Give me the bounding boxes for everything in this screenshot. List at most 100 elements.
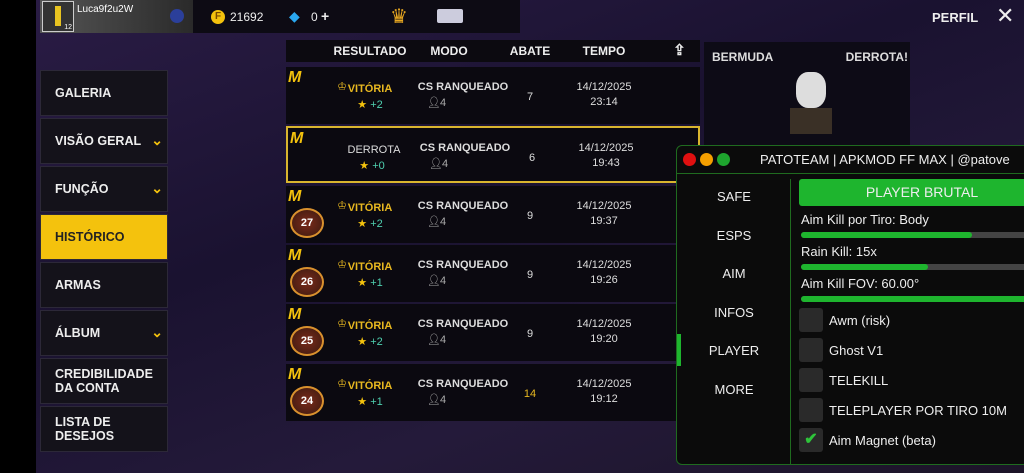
- kills: 6: [528, 152, 536, 165]
- mode-logo-icon: M: [288, 187, 302, 205]
- sidebar-item-0[interactable]: GALERIA: [40, 70, 168, 116]
- players: 4: [440, 97, 447, 109]
- mode-logo-icon: M: [288, 306, 302, 324]
- slider-label: Aim Kill por Tiro: Body: [801, 212, 929, 227]
- star-icon: ★: [359, 160, 370, 173]
- chevron-down-icon[interactable]: ⌄: [151, 132, 163, 148]
- table-row[interactable]: M 27 ♔ VITÓRIA ★ +2 CS RANQUEADO 👤︎ 4 9 …: [286, 185, 700, 243]
- sidebar-item-label: ARMAS: [55, 278, 101, 292]
- mod-menu-title: PATOTEAM | APKMOD FF MAX | @patove: [760, 152, 1010, 167]
- checkmark-icon[interactable]: ✔: [799, 428, 823, 452]
- date: 14/12/2025: [576, 377, 632, 390]
- rank-icon[interactable]: ♛: [390, 6, 408, 28]
- kills: 9: [526, 268, 534, 281]
- mode-logo-icon: M: [288, 365, 302, 383]
- table-row[interactable]: M DERROTA ★ +0 CS RANQUEADO 👤︎ 4 6 14/12…: [286, 126, 700, 184]
- result: VITÓRIA: [347, 320, 393, 333]
- toggle-option[interactable]: TELEKILL: [799, 368, 1024, 392]
- toggle-option[interactable]: Ghost V1: [799, 338, 1024, 362]
- checkbox[interactable]: [799, 308, 823, 332]
- sidebar-item-2[interactable]: FUNÇÃO ⌄: [40, 166, 168, 212]
- players: 4: [440, 274, 447, 287]
- mod-nav-safe[interactable]: SAFE: [717, 189, 751, 204]
- diamond-count: 0: [311, 10, 318, 24]
- person-icon: 👤︎: [427, 97, 441, 109]
- person-icon: 👤︎: [427, 334, 441, 347]
- map-name: BERMUDA: [712, 50, 774, 64]
- close-icon[interactable]: ✕: [996, 3, 1015, 28]
- toggle-label: TELEKILL: [829, 372, 889, 388]
- date: 14/12/2025: [576, 258, 632, 271]
- mod-menu-nav: SAFE ESPS AIM INFOS PLAYER MORE: [677, 179, 791, 464]
- toggle-option[interactable]: TELEPLAYER POR TIRO 10M: [799, 398, 1024, 422]
- person-icon: 👤︎: [427, 274, 441, 287]
- mode: CS RANQUEADO: [419, 142, 511, 155]
- person-icon: 👤︎: [429, 158, 443, 171]
- stars-change: +2: [370, 217, 383, 230]
- mode: CS RANQUEADO: [417, 81, 509, 93]
- result: VITÓRIA: [347, 379, 393, 392]
- share-icon[interactable]: ⇪: [673, 42, 686, 59]
- avatar[interactable]: 12: [42, 1, 74, 32]
- match-result: DERROTA!: [845, 50, 908, 64]
- mode-logo-icon: M: [288, 69, 302, 86]
- star-icon: ★: [357, 395, 368, 408]
- star-icon: ★: [357, 276, 368, 289]
- close-dot-icon[interactable]: [683, 153, 696, 166]
- stars-change: +0: [372, 160, 385, 173]
- mode: CS RANQUEADO: [417, 377, 509, 390]
- sidebar-item-6[interactable]: CREDIBILIDADE DA CONTA: [40, 358, 168, 404]
- time: 19:12: [590, 392, 618, 405]
- checkbox[interactable]: [799, 368, 823, 392]
- coin-count: 21692: [230, 10, 264, 24]
- table-row[interactable]: M 25 ♔ VITÓRIA ★ +2 CS RANQUEADO 👤︎ 4 9 …: [286, 304, 700, 362]
- toggle-option[interactable]: Awm (risk): [799, 308, 1024, 332]
- result: DERROTA: [347, 144, 401, 157]
- stars-change: +1: [370, 395, 383, 408]
- player-brutal-button[interactable]: PLAYER BRUTAL: [799, 179, 1024, 206]
- toggle-option[interactable]: ✔ Aim Magnet (beta): [799, 428, 1024, 452]
- slider[interactable]: [801, 296, 1024, 302]
- checkbox[interactable]: [799, 398, 823, 422]
- rank-badge-icon: [170, 9, 184, 23]
- date: 14/12/2025: [576, 318, 632, 331]
- mod-nav-infos[interactable]: INFOS: [714, 304, 754, 320]
- players: 4: [440, 334, 447, 347]
- sidebar-item-3[interactable]: HISTÓRICO: [40, 214, 168, 260]
- add-diamonds-button[interactable]: +: [321, 8, 330, 24]
- result: VITÓRIA: [347, 83, 393, 95]
- card-icon[interactable]: [437, 9, 463, 23]
- maximize-dot-icon[interactable]: [717, 153, 730, 166]
- diamond-icon: ◆: [289, 8, 300, 24]
- date: 14/12/2025: [576, 81, 632, 93]
- toggle-label: Ghost V1: [829, 342, 884, 358]
- mod-menu-content: PLAYER BRUTAL Aim Kill por Tiro: Body Rai…: [795, 179, 1024, 452]
- sidebar-item-7[interactable]: LISTA DE DESEJOS: [40, 406, 168, 452]
- mod-nav-esps[interactable]: ESPS: [716, 227, 752, 243]
- table-row[interactable]: M 24 ♔ VITÓRIA ★ +1 CS RANQUEADO 👤︎ 4 14…: [286, 363, 700, 421]
- table-row[interactable]: M ♔ VITÓRIA ★ +2 CS RANQUEADO 👤︎ 4 7 14/…: [286, 67, 700, 124]
- slider[interactable]: [801, 232, 1024, 238]
- mod-menu-titlebar: PATOTEAM | APKMOD FF MAX | @patove: [677, 146, 1024, 174]
- mod-nav-more[interactable]: MORE: [714, 381, 754, 397]
- sidebar-item-1[interactable]: VISÃO GERAL ⌄: [40, 118, 168, 164]
- person-icon: 👤︎: [427, 215, 441, 228]
- sidebar-item-5[interactable]: ÁLBUM ⌄: [40, 310, 168, 356]
- checkbox[interactable]: [799, 338, 823, 362]
- sidebar-item-label: GALERIA: [55, 86, 112, 100]
- mode-logo-icon: M: [288, 246, 302, 264]
- minimize-dot-icon[interactable]: [700, 153, 713, 166]
- character-image: [796, 72, 826, 108]
- slider[interactable]: [801, 264, 1024, 270]
- sidebar-item-4[interactable]: ARMAS: [40, 262, 168, 308]
- toggle-label: Awm (risk): [829, 312, 891, 328]
- col-result: RESULTADO: [333, 44, 407, 58]
- mod-nav-player[interactable]: PLAYER: [708, 343, 760, 358]
- trophy-icon: ♔: [337, 199, 347, 212]
- table-row[interactable]: M 26 ♔ VITÓRIA ★ +1 CS RANQUEADO 👤︎ 4 9 …: [286, 244, 700, 302]
- mod-nav-aim[interactable]: AIM: [722, 266, 746, 281]
- profile-title: PERFIL: [932, 10, 979, 25]
- chevron-down-icon[interactable]: ⌄: [151, 180, 163, 196]
- chevron-down-icon[interactable]: ⌄: [151, 324, 163, 340]
- sidebar-item-label: FUNÇÃO: [55, 182, 109, 196]
